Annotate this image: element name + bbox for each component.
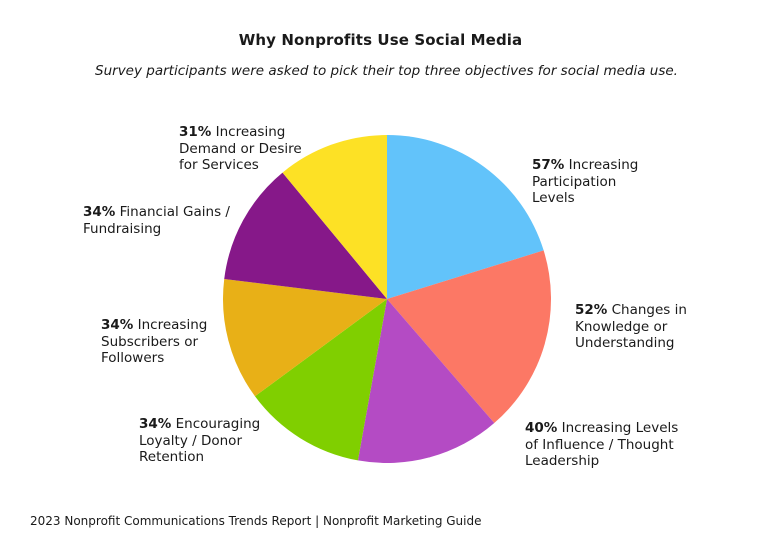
slice-pct: 34% — [101, 317, 134, 333]
slice-pct: 34% — [139, 416, 172, 432]
pie-slice-5 — [223, 278, 387, 397]
slice-label-text: Increasing Demand or Desire for Services — [179, 124, 302, 173]
slice-label-influence: 40% Increasing Levels of Influence / Tho… — [525, 420, 689, 470]
slice-pct: 31% — [179, 124, 212, 140]
pie-slice-6 — [224, 172, 387, 299]
slice-label-knowledge: 52% Changes in Knowledge or Understandin… — [575, 302, 695, 352]
pie-slice-1 — [387, 135, 544, 299]
slice-pct: 40% — [525, 420, 558, 436]
chart-subtitle: Survey participants were asked to pick t… — [95, 63, 678, 79]
pie-slices — [223, 135, 552, 463]
slice-pct: 52% — [575, 302, 608, 318]
slice-label-text: Changes in Knowledge or Understanding — [575, 302, 687, 351]
slice-pct: 57% — [532, 157, 565, 173]
slice-pct: 34% — [83, 204, 116, 220]
pie-slice-7 — [282, 135, 387, 299]
slice-label-subscribers: 34% Increasing Subscribers or Followers — [101, 317, 221, 367]
pie-slice-4 — [254, 299, 387, 461]
chart-title: Why Nonprofits Use Social Media — [238, 31, 523, 49]
slice-label-text: Increasing Participation Levels — [532, 157, 639, 206]
slice-label-fundraising: 34% Financial Gains / Fundraising — [83, 204, 238, 237]
slice-label-loyalty: 34% Encouraging Loyalty / Donor Retentio… — [139, 416, 269, 466]
source-note: 2023 Nonprofit Communications Trends Rep… — [30, 514, 482, 528]
slice-label-demand: 31% Increasing Demand or Desire for Serv… — [179, 124, 309, 174]
slice-label-text: Encouraging Loyalty / Donor Retention — [139, 416, 261, 465]
slice-label-text: Increasing Levels of Influence / Thought… — [525, 420, 679, 469]
pie-slice-3 — [357, 299, 495, 463]
slice-label-participation: 57% Increasing Participation Levels — [532, 157, 652, 207]
slice-label-text: Increasing Subscribers or Followers — [101, 317, 208, 366]
slice-label-text: Financial Gains / Fundraising — [83, 204, 230, 237]
pie-slice-2 — [387, 250, 552, 424]
